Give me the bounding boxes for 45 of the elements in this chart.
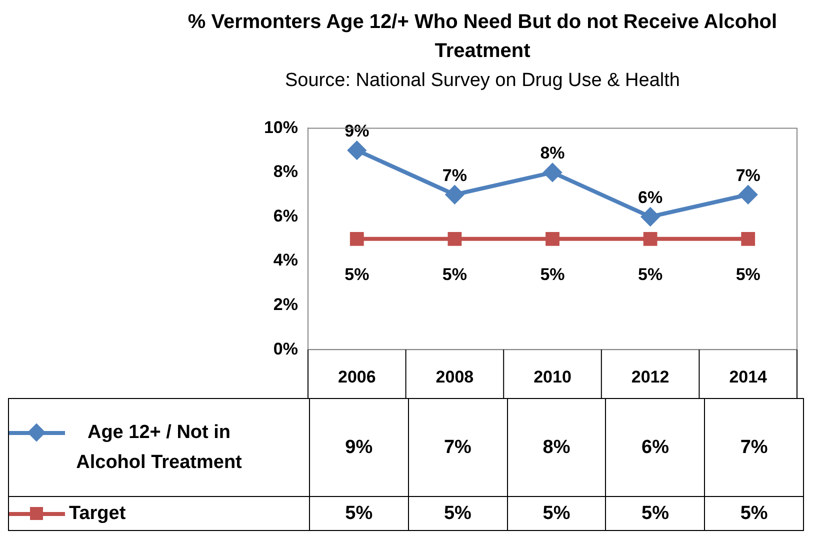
legend-label: Age 12+ / Not in Alcohol Treatment (75, 420, 243, 474)
y-tick-label: 0% (273, 339, 298, 358)
text: 5% (540, 265, 565, 284)
text: 8% (540, 144, 565, 163)
y-tick-label: 4% (273, 250, 298, 270)
text: 5% (344, 265, 370, 284)
source-note: Source: National Survey on Drug Use & Health (284, 70, 681, 92)
y-tick-label: 10% (264, 118, 298, 137)
legend-label: Target (69, 502, 127, 526)
data-label: 5% (606, 496, 705, 530)
point (446, 186, 464, 204)
text: 5% (638, 265, 663, 284)
x-tick-label: 2010 (534, 367, 572, 386)
text: 5% (442, 265, 467, 284)
data-label: 7% (408, 398, 508, 496)
x-tick-label: 2014 (729, 367, 768, 386)
y-tick-label: 6% (273, 206, 298, 226)
text: 5% (736, 265, 760, 284)
data-label: 9% (310, 398, 408, 496)
point (350, 232, 364, 246)
data-label: 5% (310, 496, 408, 530)
data-label: 5% (507, 496, 606, 530)
y-tick-label: 8% (273, 162, 298, 182)
data-label: 8% (507, 398, 606, 496)
x-tick-label: 2008 (436, 367, 474, 386)
point (448, 232, 462, 246)
point (741, 232, 756, 246)
text: 7% (736, 166, 760, 185)
text: 7% (442, 166, 467, 185)
point (348, 141, 366, 160)
x-tick-label: 2012 (631, 367, 670, 386)
point (739, 186, 758, 204)
data-label: 5% (704, 496, 804, 530)
data-label: 7% (704, 398, 804, 496)
text: 9% (344, 122, 370, 141)
point (544, 163, 562, 182)
x-tick-label: 2006 (338, 367, 376, 386)
data-label: 5% (408, 496, 508, 530)
text: 6% (638, 188, 663, 207)
point (643, 232, 658, 246)
point (546, 232, 560, 246)
data-label: 6% (606, 398, 705, 496)
point (641, 208, 660, 226)
chart-title: % Vermonters Age 12/+ Who Need But do not Receive Alcohol Treatment (186, 10, 778, 64)
y-tick-label: 2% (273, 295, 298, 314)
